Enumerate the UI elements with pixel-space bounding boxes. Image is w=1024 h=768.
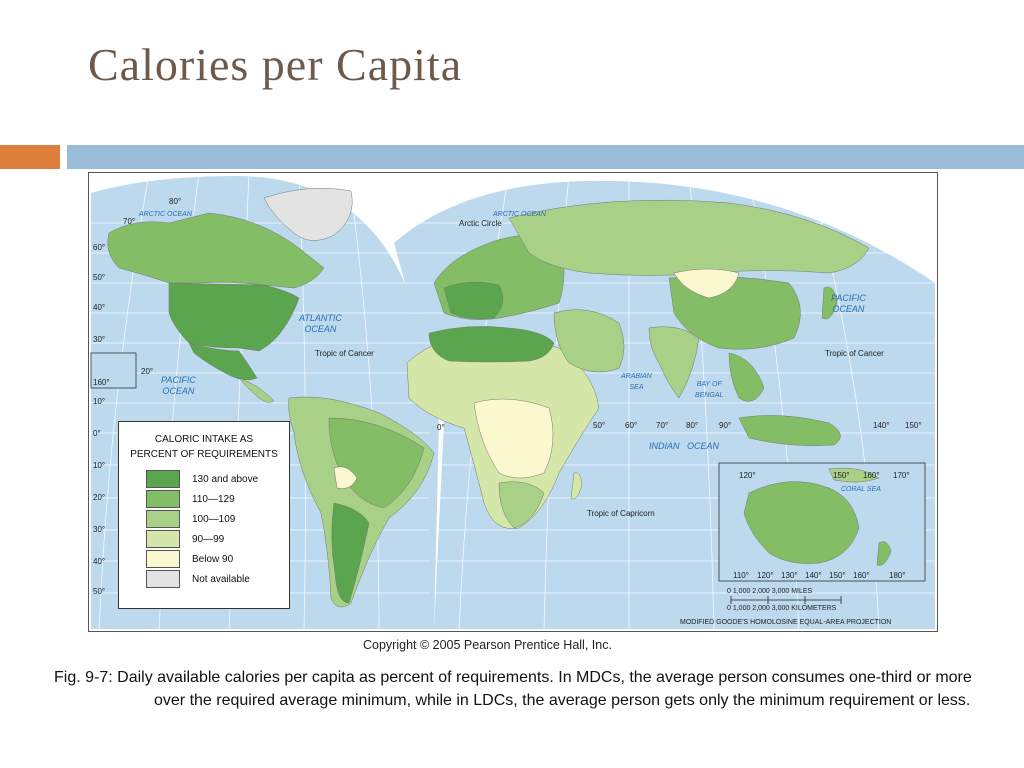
tropic-of-capricorn-label: Tropic of Capricorn [587, 509, 655, 518]
aus-lon-b-140: 140° [805, 571, 822, 580]
aus-lon-150: 150° [833, 471, 850, 480]
lon-label-50: 50° [593, 421, 606, 430]
arctic-ocean-label-west: ARCTIC OCEAN [139, 211, 192, 218]
map-legend: CALORIC INTAKE AS PERCENT OF REQUIREMENT… [118, 421, 290, 609]
accent-bar-orange [0, 145, 60, 169]
madagascar [570, 472, 583, 500]
middle-east [553, 309, 625, 373]
lat-label-50: 50° [93, 273, 106, 282]
india [648, 326, 700, 399]
lat-label-20s: 20° [93, 493, 106, 502]
lat-label-60: 60° [93, 243, 106, 252]
argentina [331, 502, 370, 604]
legend-swatch [146, 490, 180, 508]
legend-swatch [146, 470, 180, 488]
legend-label: Below 90 [192, 553, 234, 565]
scale-miles: 0 1,000 2,000 3,000 MILES [727, 588, 813, 595]
aus-lon-120: 120° [739, 471, 756, 480]
legend-swatch [146, 530, 180, 548]
arabian-sea-label: ARABIAN SEA [621, 373, 652, 391]
legend-item: Below 90 [146, 550, 233, 568]
legend-title: CALORIC INTAKE AS PERCENT OF REQUIREMENT… [130, 434, 278, 460]
australia [743, 481, 860, 564]
aus-lon-b-180: 180° [889, 571, 906, 580]
aus-lon-b-110: 110° [733, 571, 749, 580]
lat-label-30s: 30° [93, 525, 106, 534]
lat-label-40s: 40° [93, 557, 106, 566]
legend-label: 90—99 [192, 533, 225, 545]
united-states [168, 282, 300, 352]
slide-title: Calories per Capita [88, 39, 463, 90]
legend-item: 130 and above [146, 470, 258, 488]
lon-label-70: 70° [656, 421, 669, 430]
greenland [263, 188, 353, 241]
lon-label-0: 0° [437, 423, 445, 432]
lon-label-80: 80° [686, 421, 699, 430]
lon-label-150: 150° [905, 421, 922, 430]
aus-lon-b-120: 120° [757, 571, 774, 580]
legend-swatch [146, 550, 180, 568]
lat-label-0: 0° [93, 429, 101, 438]
bay-of-bengal-label: BAY OF BENGAL [695, 381, 724, 399]
lat-label-70: 70° [123, 217, 136, 226]
hawaii-inset [90, 352, 137, 389]
lon-label-60: 60° [625, 421, 638, 430]
legend-label: Not available [192, 573, 250, 585]
southeast-asia [728, 352, 765, 402]
russia [508, 199, 870, 276]
scale-bar [730, 596, 842, 604]
projection-note: MODIFIED GOODE'S HOMOLOSINE EQUAL-AREA P… [680, 619, 892, 626]
coral-sea-label: CORAL SEA [841, 486, 881, 493]
western-europe [443, 281, 504, 320]
figure-caption: Fig. 9-7: Daily available calories per c… [54, 669, 972, 709]
legend-item: Not available [146, 570, 250, 588]
new-zealand [876, 541, 892, 566]
lat-label-50s: 50° [93, 587, 106, 596]
aus-lon-b-130: 130° [781, 571, 798, 580]
tropic-of-cancer-label-east: Tropic of Cancer [825, 349, 884, 358]
lat-label-80: 80° [169, 197, 182, 206]
scale-km: 0 1,000 2,000 3,000 KILOMETERS [727, 605, 837, 612]
bolivia [333, 466, 358, 489]
atlantic-ocean-label: ATLANTIC OCEAN [299, 313, 342, 334]
lon-label-140: 140° [873, 421, 890, 430]
lon-label-160: 160° [93, 378, 110, 387]
pacific-ocean-west-label: PACIFIC OCEAN [161, 375, 196, 396]
legend-swatch [146, 510, 180, 528]
central-america [238, 377, 275, 403]
arctic-ocean-label-east: ARCTIC OCEAN [493, 211, 546, 218]
aus-lon-170: 170° [893, 471, 910, 480]
lat-label-40: 40° [93, 303, 106, 312]
copyright-notice: Copyright © 2005 Pearson Prentice Hall, … [363, 638, 612, 652]
lat-label-30: 30° [93, 335, 106, 344]
legend-item: 90—99 [146, 530, 224, 548]
canada [107, 212, 325, 289]
legend-item: 110—129 [146, 490, 235, 508]
arctic-circle-label: Arctic Circle [459, 219, 502, 228]
aus-lon-b-150: 150° [829, 571, 846, 580]
southern-africa [498, 481, 545, 529]
aus-lon-160: 160° [863, 471, 880, 480]
lat-label-20: 20° [141, 367, 154, 376]
lon-label-90: 90° [719, 421, 732, 430]
lat-label-10n: 10° [93, 397, 106, 406]
mexico [188, 342, 258, 381]
legend-item: 100—109 [146, 510, 235, 528]
indian-ocean-label: INDIAN OCEAN [649, 441, 720, 451]
legend-label: 130 and above [192, 473, 259, 485]
aus-lon-b-160: 160° [853, 571, 870, 580]
central-africa [473, 398, 554, 479]
indonesia [738, 415, 841, 446]
legend-label: 100—109 [192, 513, 236, 525]
accent-bar-blue [67, 145, 1024, 169]
mongolia [673, 268, 740, 299]
lat-label-10s: 10° [93, 461, 106, 470]
papua [828, 467, 880, 483]
legend-label: 110—129 [192, 493, 235, 505]
tropic-of-cancer-label-west: Tropic of Cancer [315, 349, 374, 358]
north-africa [428, 326, 555, 363]
legend-swatch [146, 570, 180, 588]
japan [821, 286, 838, 320]
pacific-ocean-east-label: PACIFIC OCEAN [831, 293, 866, 314]
